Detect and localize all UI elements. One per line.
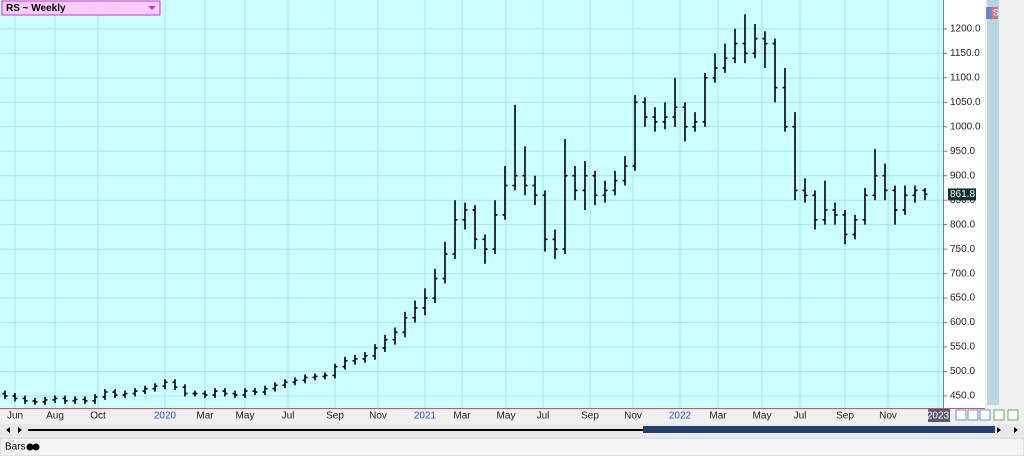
toolbar [0, 437, 1024, 456]
side-strip [987, 0, 999, 405]
y-tick-label: 700.0 [950, 268, 975, 279]
bars-tab[interactable]: Bars [5, 442, 26, 453]
x-tick-label: Mar [196, 411, 214, 422]
tool-button[interactable] [967, 409, 979, 421]
x-tick-label: Sep [836, 411, 854, 422]
last-price-tag [948, 188, 976, 201]
y-tick-label: 500.0 [950, 366, 975, 377]
x-tick-label: Sep [581, 411, 599, 422]
x-tick-label: Mar [453, 411, 471, 422]
x-tick-label: May [753, 411, 772, 422]
sell-label[interactable]: S [993, 7, 999, 17]
y-tick-label: 1000.0 [950, 121, 981, 132]
title-dropdown[interactable] [148, 6, 156, 10]
x-tick-label: Jun [7, 411, 23, 422]
y-tick-label: 1150.0 [950, 48, 980, 59]
y-tick-label: 1200.0 [950, 24, 981, 35]
y-tick-label: 900.0 [950, 170, 975, 181]
tool-button[interactable] [993, 409, 1005, 421]
scroll-thumb[interactable] [643, 426, 995, 433]
x-tick-label: 2020 [154, 411, 177, 422]
tool-button[interactable] [1007, 409, 1019, 421]
chart-title: RS ~ Weekly [6, 3, 66, 14]
y-tick-label: 950.0 [950, 146, 975, 157]
title-box[interactable] [1, 0, 161, 16]
scroll-left[interactable] [6, 427, 10, 433]
scroll-step[interactable] [18, 427, 22, 433]
x-tick-highlight [928, 409, 950, 422]
y-tick-label: 800.0 [950, 219, 975, 230]
last-price-label: 861.8 [950, 189, 975, 200]
x-tick-label: Nov [624, 411, 642, 422]
bars [2, 14, 928, 405]
y-tick-label: 550.0 [950, 342, 975, 353]
axes: 450.0 500.0 550.0 600.0 650.0 700.0 750.0 800.0… [7, 24, 981, 422]
y-tick-label: 600.0 [950, 317, 975, 328]
grid [0, 0, 943, 408]
tab-icon[interactable] [32, 443, 40, 451]
x-tick-label: Jul [537, 411, 550, 422]
plot-area [0, 0, 943, 408]
scroll-end[interactable] [1014, 427, 1018, 433]
y-tick-label: 450.0 [950, 391, 975, 402]
x-tick-label: 2021 [414, 411, 437, 422]
tool-button[interactable] [955, 409, 967, 421]
y-tick-label: 1100.0 [950, 72, 980, 83]
x-tick-label: Mar [709, 411, 727, 422]
x-tick-label: Aug [46, 411, 64, 422]
x-tick-label: 2023 [927, 411, 950, 422]
x-tick-label: Sep [326, 411, 344, 422]
x-tick-label: Oct [90, 411, 106, 422]
y-tick-label: 750.0 [950, 244, 975, 255]
x-tick-label: 2022 [669, 411, 692, 422]
y-tick-label: 650.0 [950, 293, 975, 304]
y-tick-label: 1050.0 [950, 97, 981, 108]
sell-button[interactable] [992, 7, 998, 19]
tool-button[interactable] [979, 409, 991, 421]
x-tick-label: Nov [879, 411, 897, 422]
x-tick-label: Jul [282, 411, 295, 422]
tab-icon[interactable] [26, 443, 34, 451]
buy-button[interactable] [986, 7, 992, 19]
price-axis-panel [943, 0, 985, 408]
x-tick-label: Jul [794, 411, 807, 422]
x-tick-label: May [236, 411, 255, 422]
scroll-right[interactable] [997, 427, 1001, 433]
x-tick-label: Nov [369, 411, 387, 422]
x-tick-label: May [497, 411, 516, 422]
